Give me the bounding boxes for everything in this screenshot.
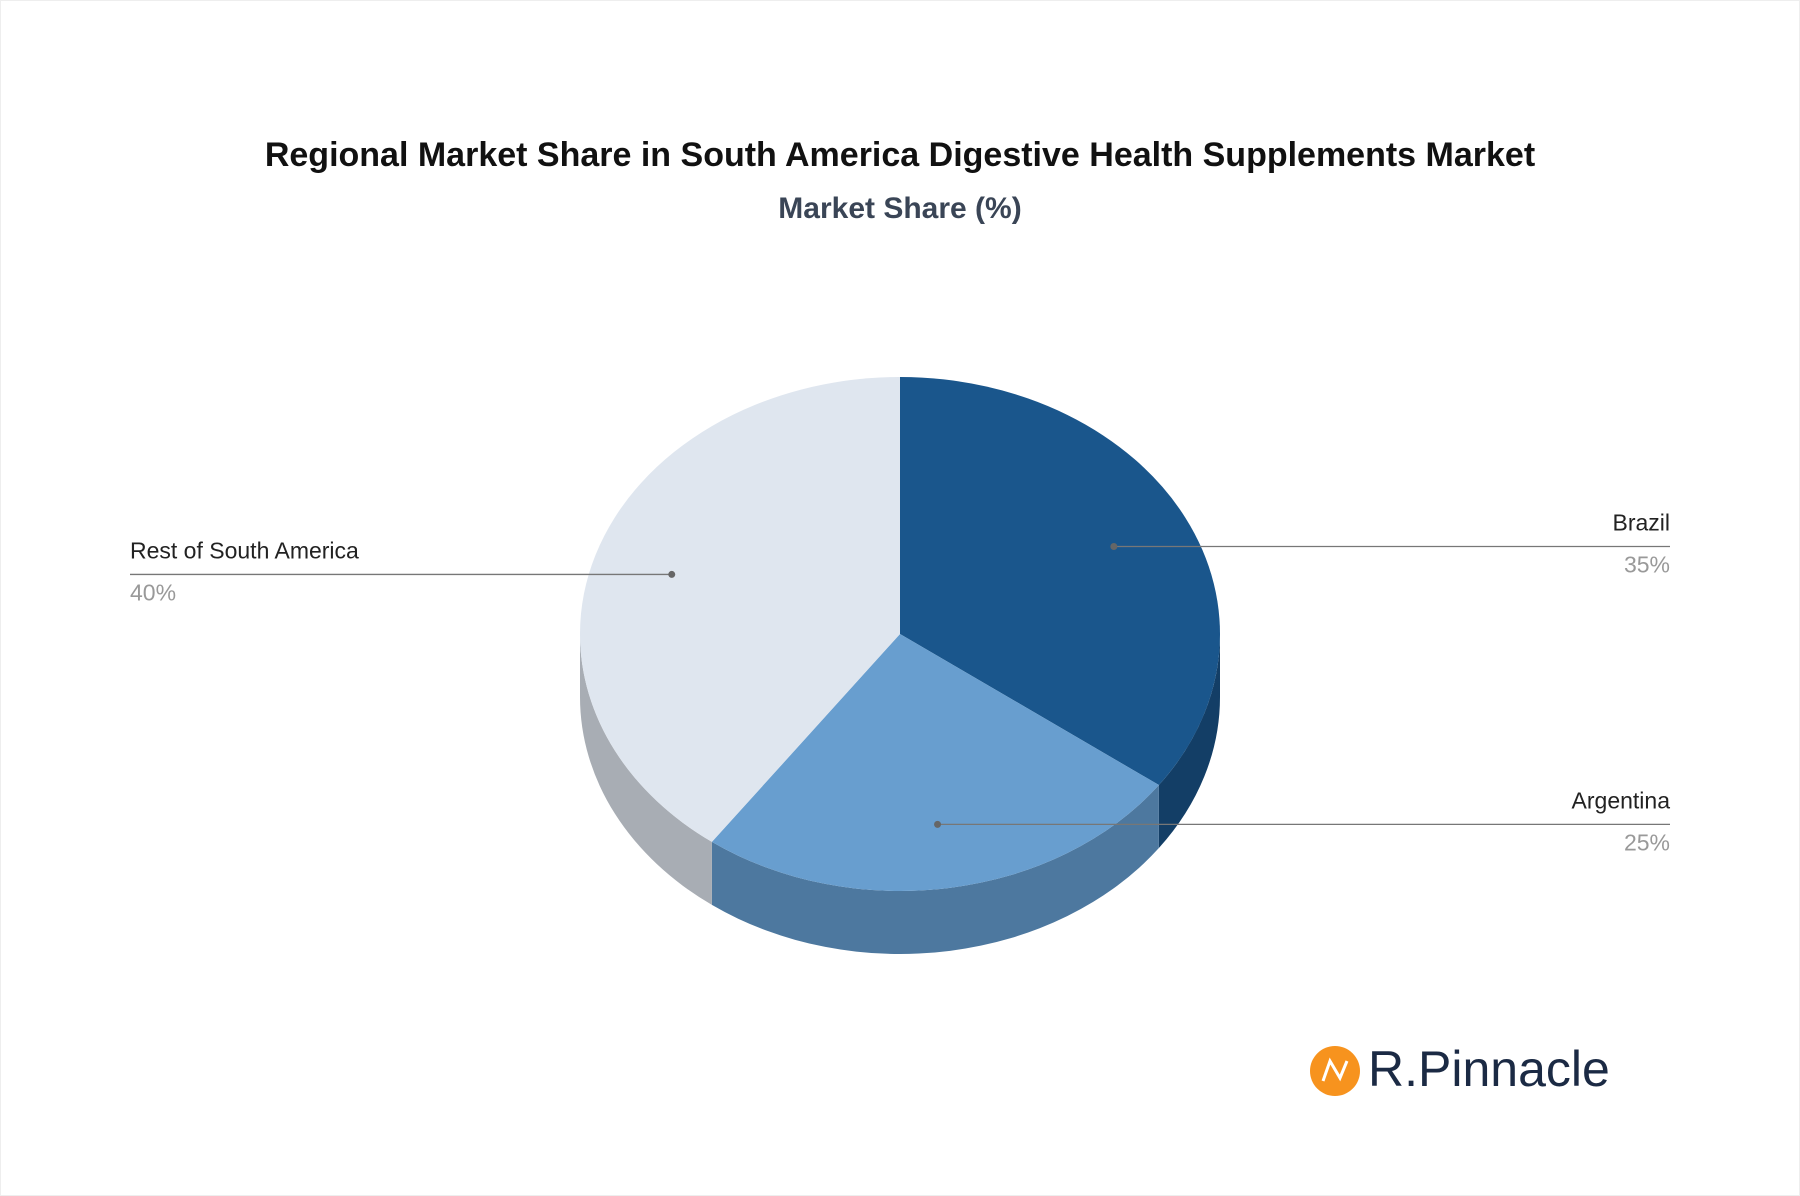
slice-value-label: 40% [130, 580, 176, 606]
slice-value-label: 35% [1624, 552, 1670, 578]
slice-side [580, 634, 712, 905]
leader-dot [1110, 542, 1118, 550]
slice [900, 377, 1220, 786]
slice-side [1158, 634, 1220, 849]
logo-glyph [1321, 1057, 1349, 1082]
logo-text: R.Pinnacle [1368, 1041, 1610, 1097]
chart-subtitle: Market Share (%) [778, 192, 1021, 225]
leader-dot [668, 570, 676, 578]
slice [711, 634, 1159, 891]
slice-value-label: 25% [1624, 829, 1670, 855]
slice-label: Argentina [1572, 787, 1671, 813]
logo: R.Pinnacle [1310, 1041, 1610, 1097]
chart-title: Regional Market Share in South America D… [265, 136, 1535, 174]
slice-label: Rest of South America [130, 538, 359, 564]
slice-label: Brazil [1612, 510, 1670, 536]
slice-side [711, 785, 1159, 954]
slice [580, 377, 900, 842]
leader-dot [934, 820, 942, 828]
